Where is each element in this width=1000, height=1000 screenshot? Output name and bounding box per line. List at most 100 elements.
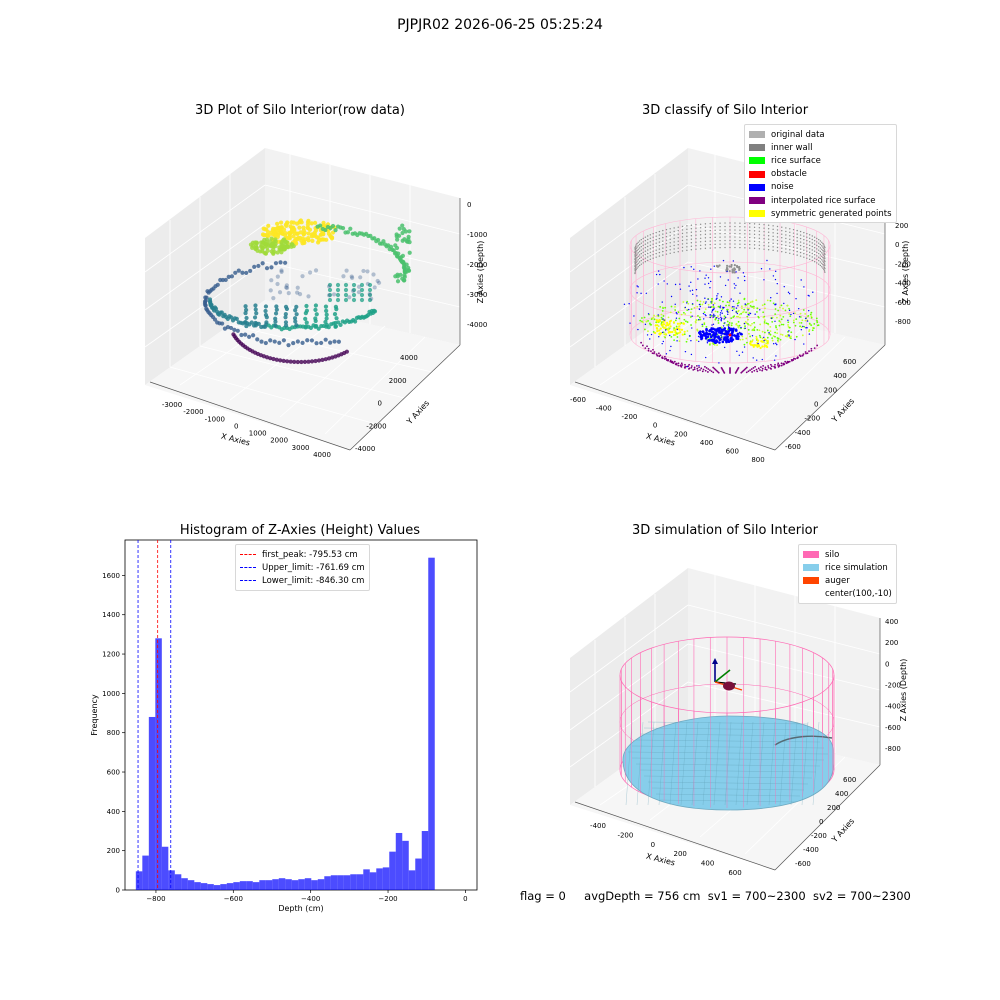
inner-wall-point [686,242,688,245]
data-point [288,359,293,364]
inner-wall-point [729,236,731,238]
data-point [371,272,376,277]
mesh-line [647,721,809,725]
noise-point [657,283,659,285]
histogram-bar [155,638,162,890]
x-tick-label: 400 [701,860,714,868]
interpolated-point [805,352,807,355]
interpolated-point [665,357,667,360]
symmetric-point [754,344,758,347]
inner-wall-point [767,238,770,240]
noise-point [775,355,777,357]
interpolated-point [712,366,715,369]
data-point [314,341,319,346]
rice-surface-point [699,300,702,303]
data-point [271,356,276,362]
inner-wall-point [808,244,811,247]
data-point [344,268,349,273]
data-point [261,226,266,231]
data-point [273,244,278,249]
rice-surface-point [641,317,643,319]
rice-surface-point [726,320,729,323]
inner-wall-point [808,234,811,236]
noise-point [770,317,773,319]
rice-surface-point [725,304,727,307]
rice-surface-point [764,307,766,310]
inner-wall-point [813,246,816,249]
data-point [367,282,373,288]
rice-surface-point [766,336,769,339]
inner-wall-point [767,231,770,233]
legend-item: silo [803,548,892,561]
symmetric-point [656,320,659,323]
data-point [274,304,279,309]
data-point [244,315,249,321]
interpolated-point [667,359,669,361]
data-point [350,288,356,293]
inner-wall-point [704,226,707,229]
data-point [308,325,314,330]
inner-wall-point [739,236,741,238]
inner-wall-point [695,227,697,229]
noise-point [787,291,790,294]
data-point [406,268,412,273]
inner-wall-point [647,242,649,244]
z-tick-label: -800 [885,745,901,753]
symmetric-point [668,320,672,323]
inner-wall-point [634,246,636,249]
y-tick-label: -2000 [366,422,386,430]
inner-wall-point [647,259,649,262]
inner-wall-point [816,262,818,264]
inner-wall-point [709,243,711,246]
data-point [326,356,332,361]
inner-wall-point [635,251,637,253]
x-tick-label: 4000 [313,451,331,459]
inner-wall-point [806,254,808,256]
legend-swatch [749,197,765,205]
data-point [349,274,354,279]
inner-wall-point [731,268,734,271]
mesh-line [647,721,655,806]
interpolated-point [712,371,715,374]
rice-surface-point [663,333,666,336]
data-point [295,285,300,290]
data-point [328,233,333,238]
inner-wall-point [813,257,816,259]
inner-wall-point [739,225,741,228]
data-point [275,221,280,226]
data-point [304,303,309,309]
data-point [325,224,331,230]
data-point [327,297,333,303]
x-tick-label: -600 [570,396,586,404]
inner-wall-point [662,250,664,253]
inner-wall-point [658,248,661,250]
data-point [306,359,311,364]
data-point [283,239,288,244]
noise-point [670,345,672,348]
noise-point [661,301,663,303]
noise-point [763,279,765,281]
noise-point [716,316,718,319]
data-point [303,311,308,316]
rice-surface-point [769,325,772,328]
inner-wall-point [767,245,770,247]
inner-wall-point [785,230,787,233]
noise-point [636,285,638,287]
inner-wall-point [658,230,661,233]
noise-point [723,346,726,349]
rice-surface-point [808,322,811,325]
inner-wall-point [821,241,823,243]
data-point [335,224,341,229]
symmetric-point [671,330,674,334]
inner-wall-point [816,255,818,257]
noise-point [691,327,693,329]
rice-surface-point [807,314,810,317]
inner-wall-point [763,231,765,233]
inner-wall-point [792,249,795,252]
inner-wall-point [652,257,654,259]
noise-point [700,335,702,337]
histogram-bar [226,883,234,890]
noise-point [691,303,694,305]
rice-surface-point [784,309,787,312]
inner-wall-point [686,239,688,241]
